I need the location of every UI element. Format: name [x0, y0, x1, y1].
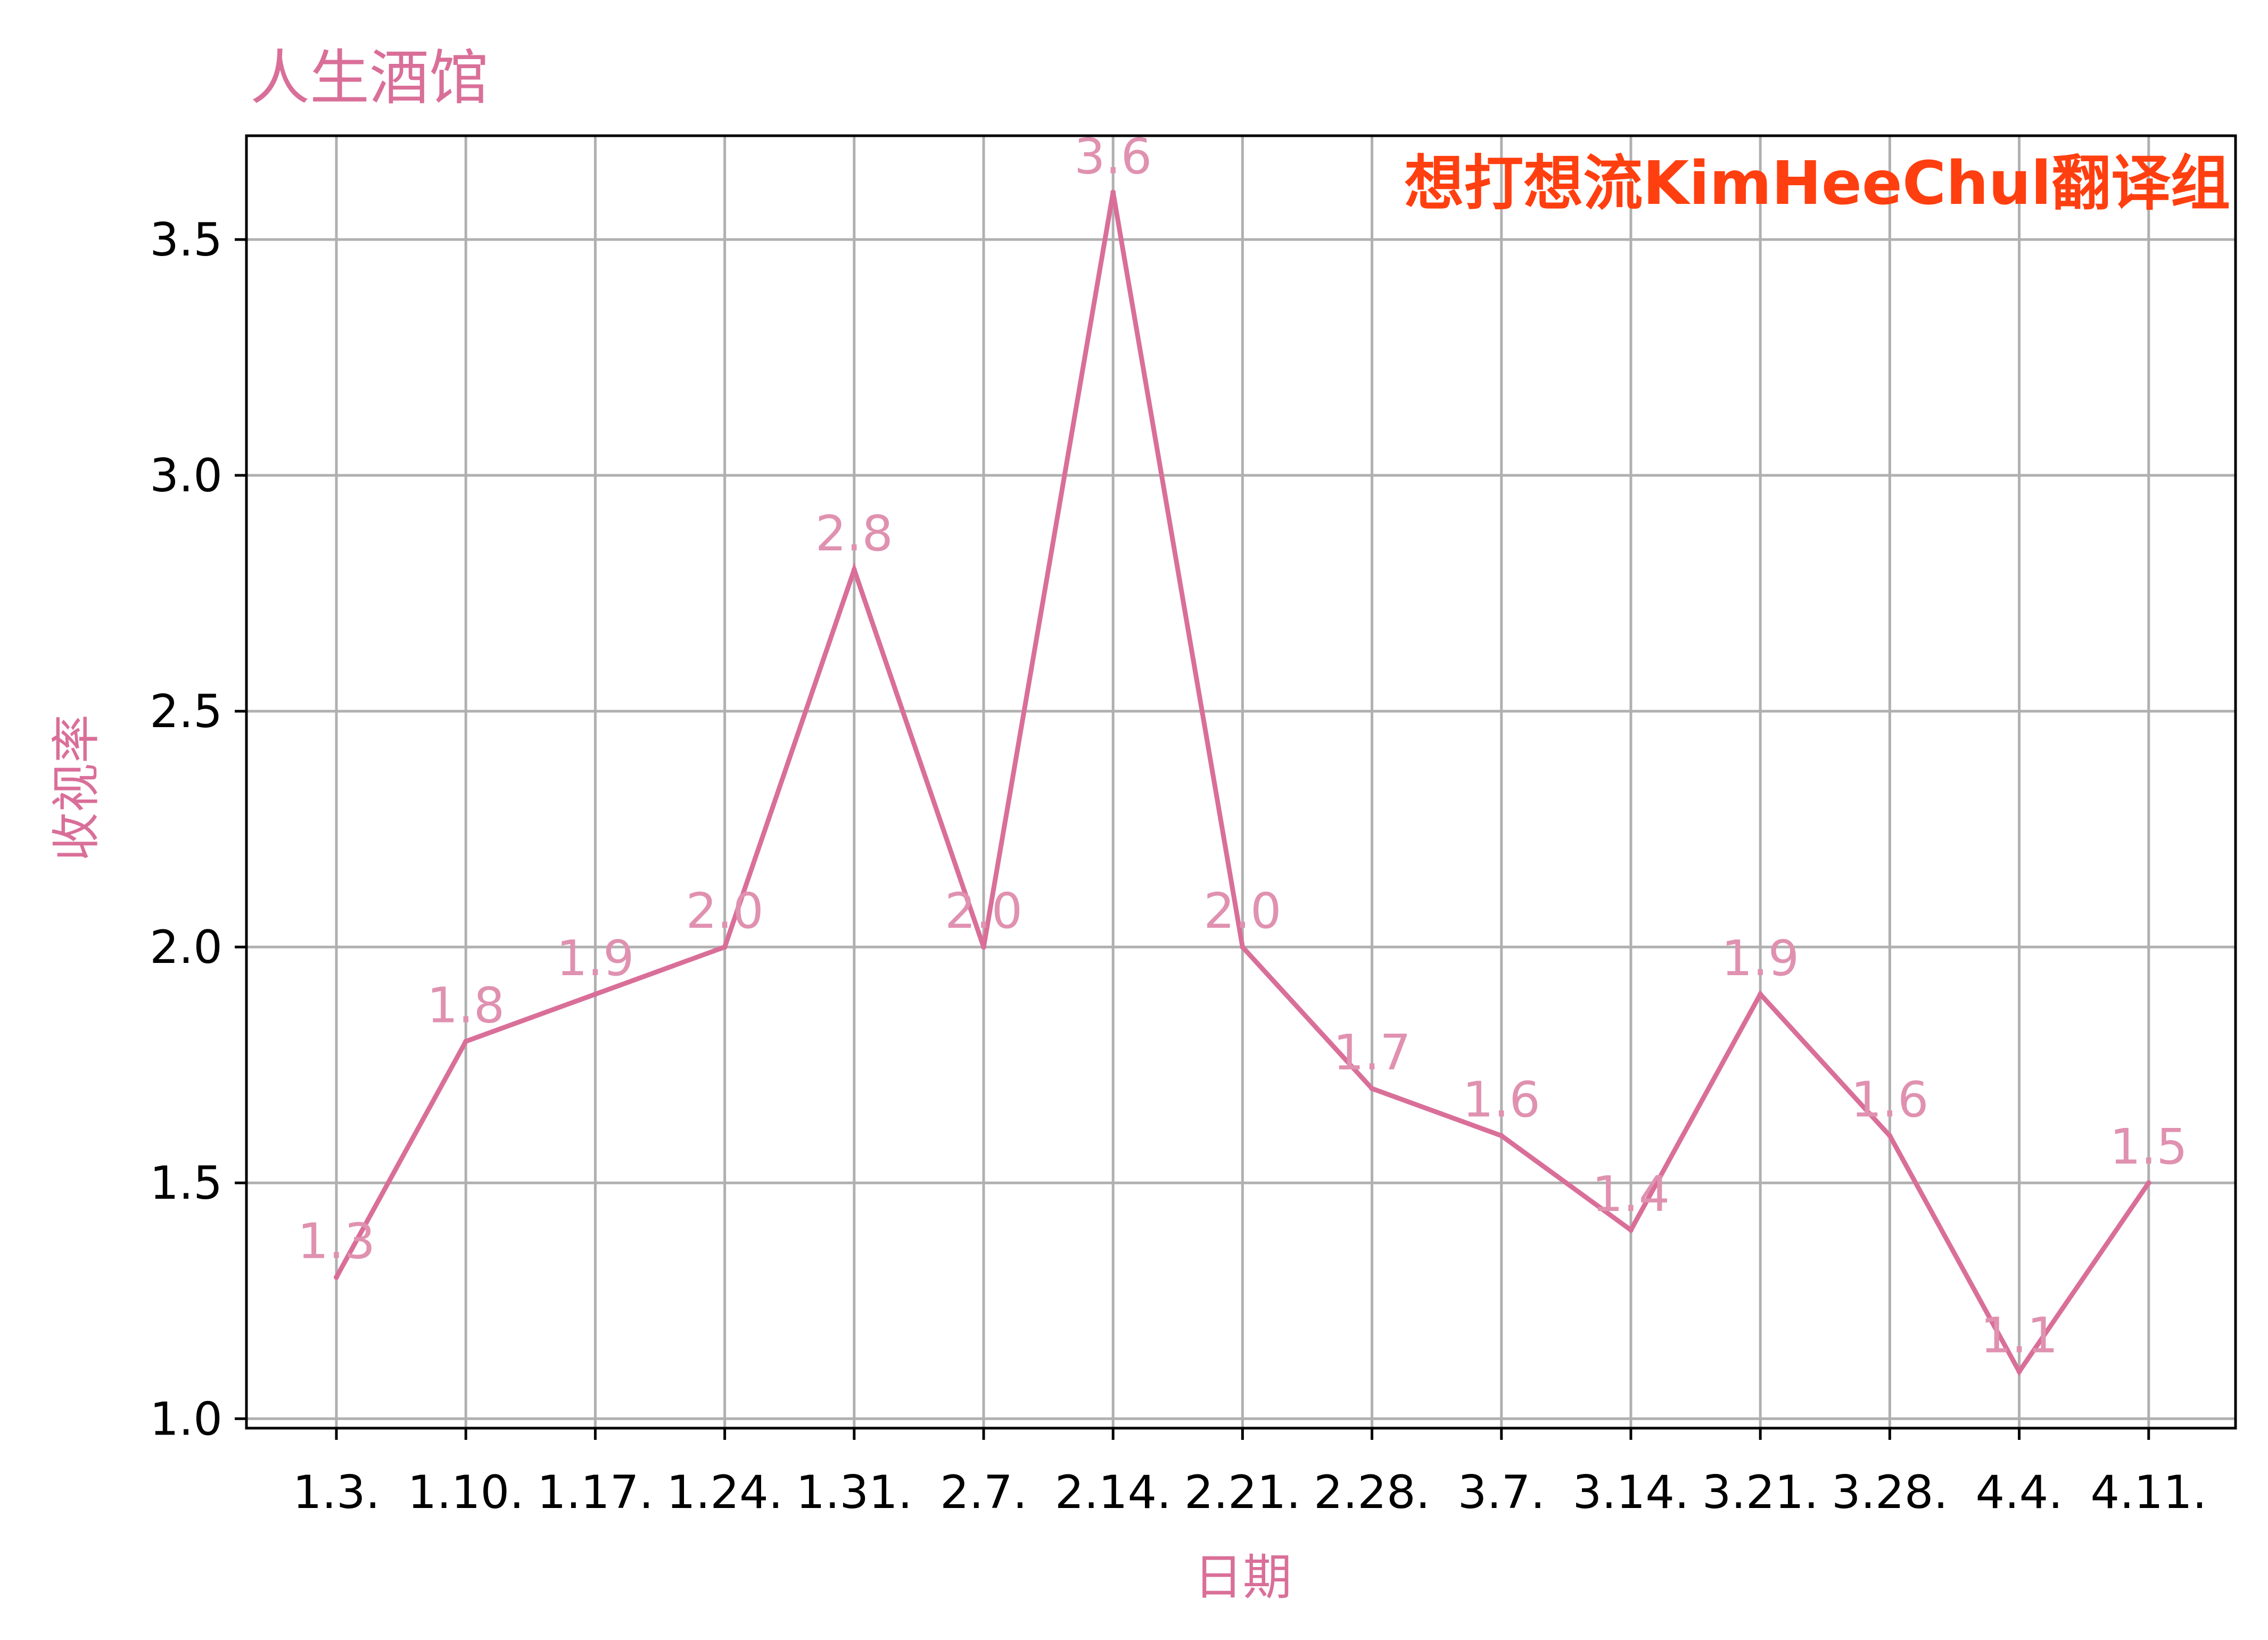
data-point	[2146, 1180, 2151, 1186]
x-tick-label: 3.14.	[1573, 1466, 1689, 1519]
x-tick-label: 4.11.	[2090, 1466, 2207, 1519]
axes: 1.3. 1.10. 1.17. 1.24. 1.31. 2.7. 2.14. 2.21. 2.…	[150, 134, 2237, 1519]
data-label: 1.6	[1851, 1072, 1928, 1128]
data-labels: 1.3 1.8 1.9 2.0 2.8 2.0 3.6 2.0 1.7 1.6 1.4 1.9 1.6 1…	[298, 128, 2188, 1364]
data-label: 1.9	[556, 930, 634, 987]
y-tick-label: 3.0	[150, 449, 222, 502]
data-point	[981, 944, 986, 950]
x-tick-label: 2.28.	[1314, 1466, 1430, 1519]
data-point	[1887, 1133, 1893, 1139]
x-tick-label: 1.10.	[408, 1466, 524, 1519]
data-label: 1.7	[1333, 1024, 1411, 1081]
y-tick-label: 2.0	[150, 921, 222, 974]
y-tick-label: 2.5	[150, 685, 222, 738]
data-point	[1369, 1085, 1375, 1091]
data-point	[1110, 189, 1116, 195]
data-label: 1.3	[298, 1213, 375, 1270]
x-tick-label: 1.31.	[796, 1466, 912, 1519]
x-tick-label: 4.4.	[1976, 1466, 2063, 1519]
data-label: 2.0	[686, 883, 763, 940]
data-label: 3.6	[1074, 128, 1152, 185]
data-label: 2.0	[945, 883, 1022, 940]
y-tick-label: 1.0	[150, 1392, 222, 1446]
x-tick-label: 3.28.	[1832, 1466, 1948, 1519]
x-tick-label: 3.21.	[1702, 1466, 1819, 1519]
x-tick-label: 1.3.	[293, 1466, 380, 1519]
data-point	[1758, 991, 1763, 997]
data-point	[334, 1274, 339, 1280]
data-label: 2.8	[815, 505, 893, 562]
y-tick-label: 3.5	[150, 213, 222, 267]
data-point	[463, 1039, 469, 1044]
data-point	[592, 991, 598, 997]
data-point	[851, 567, 857, 573]
x-tick-label: 1.17.	[537, 1466, 654, 1519]
chart-title: 人生酒馆	[250, 44, 489, 113]
x-tick-label: 3.7.	[1458, 1466, 1545, 1519]
data-label: 1.6	[1463, 1072, 1540, 1128]
grid	[246, 136, 2236, 1428]
x-axis-title: 日期	[1194, 1549, 1292, 1606]
data-point	[1628, 1227, 1634, 1233]
y-axis-title: 收视率	[48, 714, 105, 861]
x-tick-label: 2.14.	[1055, 1466, 1172, 1519]
y-tick-label: 1.5	[150, 1157, 222, 1210]
x-tick-label: 1.24.	[666, 1466, 783, 1519]
data-label: 1.9	[1721, 930, 1799, 987]
watermark-text: 想打想流KimHeeChul翻译组	[1404, 149, 2230, 218]
data-point	[722, 944, 728, 950]
x-tick-label: 2.21.	[1184, 1466, 1301, 1519]
series	[334, 189, 2151, 1377]
plot-frame	[245, 134, 2237, 1430]
data-point	[2016, 1369, 2022, 1374]
data-point	[1498, 1133, 1504, 1139]
x-tick-label: 2.7.	[940, 1466, 1027, 1519]
data-label: 1.4	[1592, 1166, 1670, 1223]
data-label: 2.0	[1203, 883, 1281, 940]
data-label: 1.8	[427, 977, 505, 1034]
data-label: 1.1	[1980, 1307, 2058, 1364]
data-point	[1240, 944, 1246, 950]
data-label: 1.5	[2110, 1118, 2188, 1175]
